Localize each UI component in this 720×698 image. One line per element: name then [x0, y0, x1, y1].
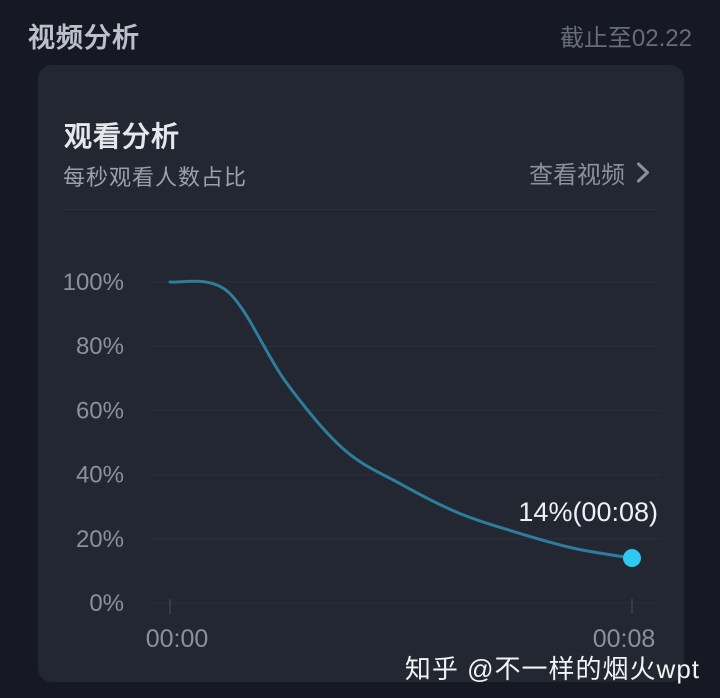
x-axis-label: 00:00 [146, 625, 209, 653]
divider [63, 209, 655, 210]
view-video-link[interactable]: 查看视频 [529, 155, 650, 190]
page-title: 视频分析 [28, 23, 140, 53]
card-title: 观看分析 [64, 121, 181, 152]
y-axis-label: 0% [89, 590, 124, 617]
retention-chart-canvas: 0% 20% 40% 60% 80% 100% 00:00 00:08 14%(00:08) [63, 269, 660, 653]
watermark: 知乎 @不一样的烟火wpt [404, 654, 700, 684]
retention-chart[interactable]: 0% 20% 40% 60% 80% 100% 00:00 00:08 14%(00:08) [38, 225, 684, 675]
y-axis-label: 40% [76, 462, 124, 489]
chart-subtitle: 每秒观看人数占比 [63, 165, 248, 190]
y-axis-label: 20% [76, 526, 124, 553]
page-header: 视频分析 截止至02.22 [28, 16, 692, 55]
chevron-right-icon [636, 161, 650, 184]
watch-analysis-card: 观看分析 查看视频 每秒观看人数占比 0% 20% 40% 60% 80% 100% 00:… [38, 65, 684, 682]
x-axis-label: 00:08 [593, 625, 656, 653]
data-cutoff-date: 截止至02.22 [559, 25, 692, 52]
y-axis-label: 80% [76, 333, 124, 360]
retention-line [168, 279, 634, 560]
y-axis-label: 60% [76, 397, 124, 424]
view-video-label: 查看视频 [529, 162, 625, 189]
endpoint-annotation: 14%(00:08) [518, 497, 658, 527]
y-axis-label: 100% [63, 269, 124, 296]
endpoint-dot [623, 549, 641, 568]
